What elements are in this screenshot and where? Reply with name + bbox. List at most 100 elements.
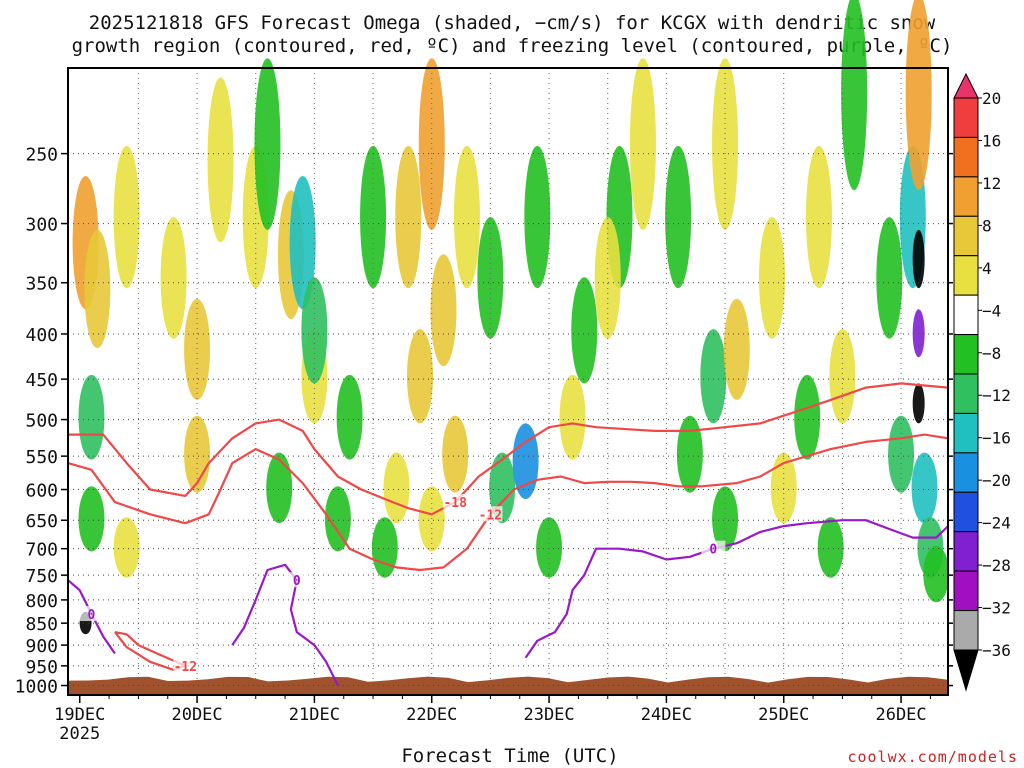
omega-cell (841, 0, 868, 191)
freezing-contour-label-bg (701, 540, 726, 556)
dgz-contour-label-bg (443, 494, 468, 510)
dgz-contour-label-bg (173, 657, 198, 673)
omega-cell (524, 145, 551, 289)
colorbar-label: 12 (982, 174, 1001, 193)
omega-cell (712, 58, 739, 230)
colorbar-bottom-arrow (953, 649, 979, 692)
chart-title-line1: 2025121818 GFS Forecast Omega (shaded, −… (89, 12, 936, 34)
omega-cell (805, 145, 832, 289)
y-tick-label: 650 (25, 511, 58, 532)
omega-cell (594, 217, 621, 339)
y-tick-label: 800 (25, 591, 58, 612)
freezing-contour-label: 0 (88, 608, 96, 623)
x-tick-label: 24DEC (641, 705, 692, 725)
omega-cell (829, 329, 856, 424)
omega-cell (888, 415, 915, 493)
x-tick-label: 19DEC (54, 705, 105, 725)
omega-cell (876, 217, 903, 339)
omega-cell (113, 145, 140, 289)
omega-cell (301, 277, 328, 384)
y-tick-label: 450 (25, 370, 58, 391)
omega-cell (395, 145, 422, 289)
colorbar-label: −4 (982, 301, 1001, 320)
dgz-contour-label: -12 (174, 660, 197, 675)
omega-cell (289, 175, 316, 310)
colorbar-label: −16 (982, 429, 1011, 448)
omega-cell (923, 545, 950, 603)
colorbar-segment (953, 294, 979, 336)
omega-cell (336, 374, 363, 460)
omega-cell (536, 517, 563, 578)
y-tick-label: 350 (25, 274, 58, 295)
omega-cell (418, 58, 445, 230)
omega-cell (113, 517, 140, 578)
y-tick-label: 300 (25, 215, 58, 236)
colorbar-label: −28 (982, 556, 1011, 575)
colorbar-segment (953, 531, 979, 572)
colorbar-label: 4 (982, 259, 992, 278)
omega-cell (817, 517, 844, 578)
omega-cell (84, 229, 111, 349)
dgz-contour-label: -12 (479, 508, 502, 523)
omega-cell (629, 58, 656, 230)
omega-cell (770, 452, 797, 524)
colorbar-label: 20 (982, 89, 1001, 108)
colorbar-segment (953, 334, 979, 375)
freezing-contour-label-bg (284, 572, 309, 588)
omega-cell (254, 58, 281, 230)
omega-cell (477, 217, 504, 339)
omega-cell (160, 217, 187, 339)
colorbar-label: −24 (982, 514, 1011, 533)
omega-cell (723, 298, 750, 400)
freezing-contour-label: 0 (709, 543, 717, 558)
colorbar-label: 8 (982, 216, 992, 235)
plot-frame (67, 67, 949, 696)
omega-cell (665, 145, 692, 289)
y-tick-label: 1000 (15, 677, 58, 698)
y-tick-label: 250 (25, 145, 58, 166)
omega-cell (383, 452, 410, 524)
omega-cell (912, 229, 925, 289)
x-tick-label: 21DEC (289, 705, 340, 725)
omega-cell (371, 517, 398, 578)
y-tick-label: 950 (25, 657, 58, 678)
colorbar-segment (953, 491, 979, 533)
omega-cell (442, 415, 469, 493)
omega-cell (794, 374, 821, 460)
credit-text: coolwx.com/models (847, 748, 1018, 766)
colorbar-segment (953, 452, 979, 493)
omega-cell (905, 0, 932, 191)
omega-cell (676, 415, 703, 493)
x-year-label: 2025 (59, 724, 100, 744)
colorbar-label: −12 (982, 386, 1011, 405)
omega-cell (453, 145, 480, 289)
omega-cell (407, 329, 433, 424)
colorbar-label: −32 (982, 599, 1011, 618)
omega-cell (489, 452, 516, 524)
omega-cell (912, 309, 925, 358)
colorbar-segment (953, 97, 979, 138)
omega-cell (559, 374, 586, 460)
colorbar-segment (953, 570, 979, 612)
colorbar-label: −36 (982, 641, 1011, 660)
omega-cell (184, 298, 211, 400)
colorbar-segment (953, 176, 979, 217)
x-tick-label: 22DEC (406, 705, 457, 725)
chart-title-line2: growth region (contoured, red, ºC) and f… (72, 35, 953, 57)
omega-cell (78, 486, 105, 552)
x-tick-label: 23DEC (523, 705, 574, 725)
y-tick-label: 700 (25, 540, 58, 561)
colorbar-segment (953, 136, 979, 178)
omega-cell (700, 329, 727, 424)
omega-cell (207, 77, 234, 243)
omega-cell (512, 423, 539, 500)
omega-cell (360, 145, 387, 289)
omega-cell (759, 217, 785, 339)
y-tick-label: 900 (25, 636, 58, 657)
colorbar-label: −20 (982, 471, 1011, 490)
colorbar-segment (953, 373, 979, 414)
plot-area: -12 -18 -12 0 0 0 250 300 350 400 450 500 550 600 650 7… (15, 0, 953, 744)
y-tick-label: 500 (25, 411, 58, 432)
colorbar-segment (953, 412, 979, 454)
